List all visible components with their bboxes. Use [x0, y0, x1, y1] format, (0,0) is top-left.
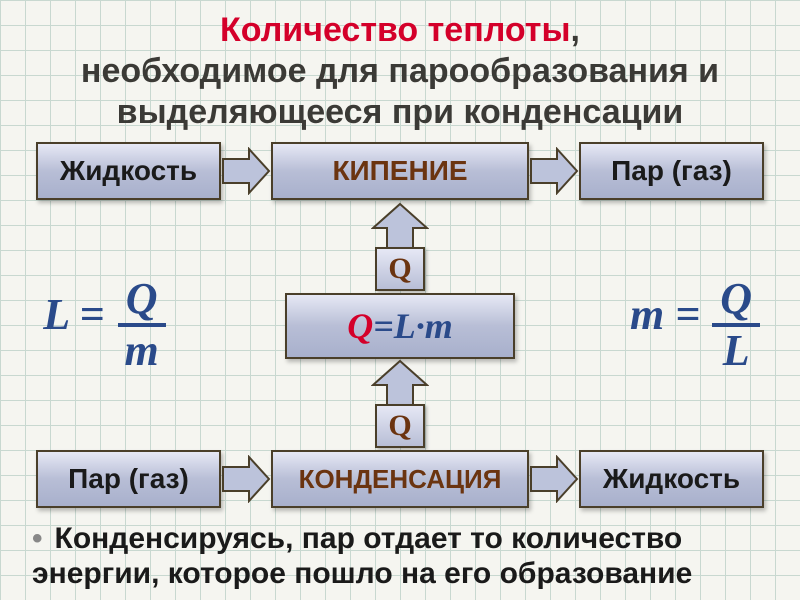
- slide-content: Количество теплоты, необходимое для паро…: [0, 0, 800, 601]
- arrow-right-icon: [221, 450, 271, 508]
- process-boiling: КИПЕНИЕ: [271, 142, 529, 200]
- formula-m-den: L: [715, 327, 758, 373]
- formula-main: Q = L·m: [285, 293, 515, 359]
- title-comma: ,: [571, 11, 580, 49]
- q-badge-bottom: Q: [375, 404, 425, 448]
- formula-L-lhs: L: [43, 290, 68, 339]
- state-gas-bottom: Пар (газ): [36, 450, 221, 508]
- arrow-right-icon: [529, 450, 579, 508]
- state-liquid-bottom: Жидкость: [579, 450, 764, 508]
- slide-title: Количество теплоты, необходимое для паро…: [20, 10, 780, 132]
- formula-m-lhs: m: [630, 290, 664, 339]
- arrow-right-icon: [221, 142, 271, 200]
- title-red: Количество теплоты: [220, 11, 570, 49]
- formula-m: m = Q L: [610, 277, 780, 373]
- center-stack: Q Q = L·m Q: [285, 204, 515, 446]
- q-badge-top: Q: [375, 247, 425, 291]
- state-liquid-top: Жидкость: [36, 142, 221, 200]
- footer-content: Конденсируясь, пар отдает то количество …: [32, 522, 692, 590]
- bullet-icon: •: [32, 522, 43, 555]
- footer-text: •Конденсируясь, пар отдает то количество…: [20, 522, 780, 591]
- row-formulas: L = Q m Q Q = L·m Q m = Q L: [20, 204, 780, 446]
- arrow-right-icon: [529, 142, 579, 200]
- row-condensation: Пар (газ) КОНДЕНСАЦИЯ Жидкость: [20, 450, 780, 508]
- formula-L: L = Q m: [20, 277, 190, 373]
- formula-L-den: m: [117, 327, 167, 373]
- process-condensation: КОНДЕНСАЦИЯ: [271, 450, 529, 508]
- formula-Q: Q: [347, 305, 373, 347]
- formula-rhs: L·m: [394, 305, 453, 347]
- formula-m-num: Q: [712, 277, 760, 327]
- formula-eq: =: [373, 305, 394, 347]
- formula-L-num: Q: [118, 277, 166, 327]
- row-boiling: Жидкость КИПЕНИЕ Пар (газ): [20, 142, 780, 200]
- state-gas-top: Пар (газ): [579, 142, 764, 200]
- title-subtitle: необходимое для парообразования и выделя…: [81, 52, 719, 131]
